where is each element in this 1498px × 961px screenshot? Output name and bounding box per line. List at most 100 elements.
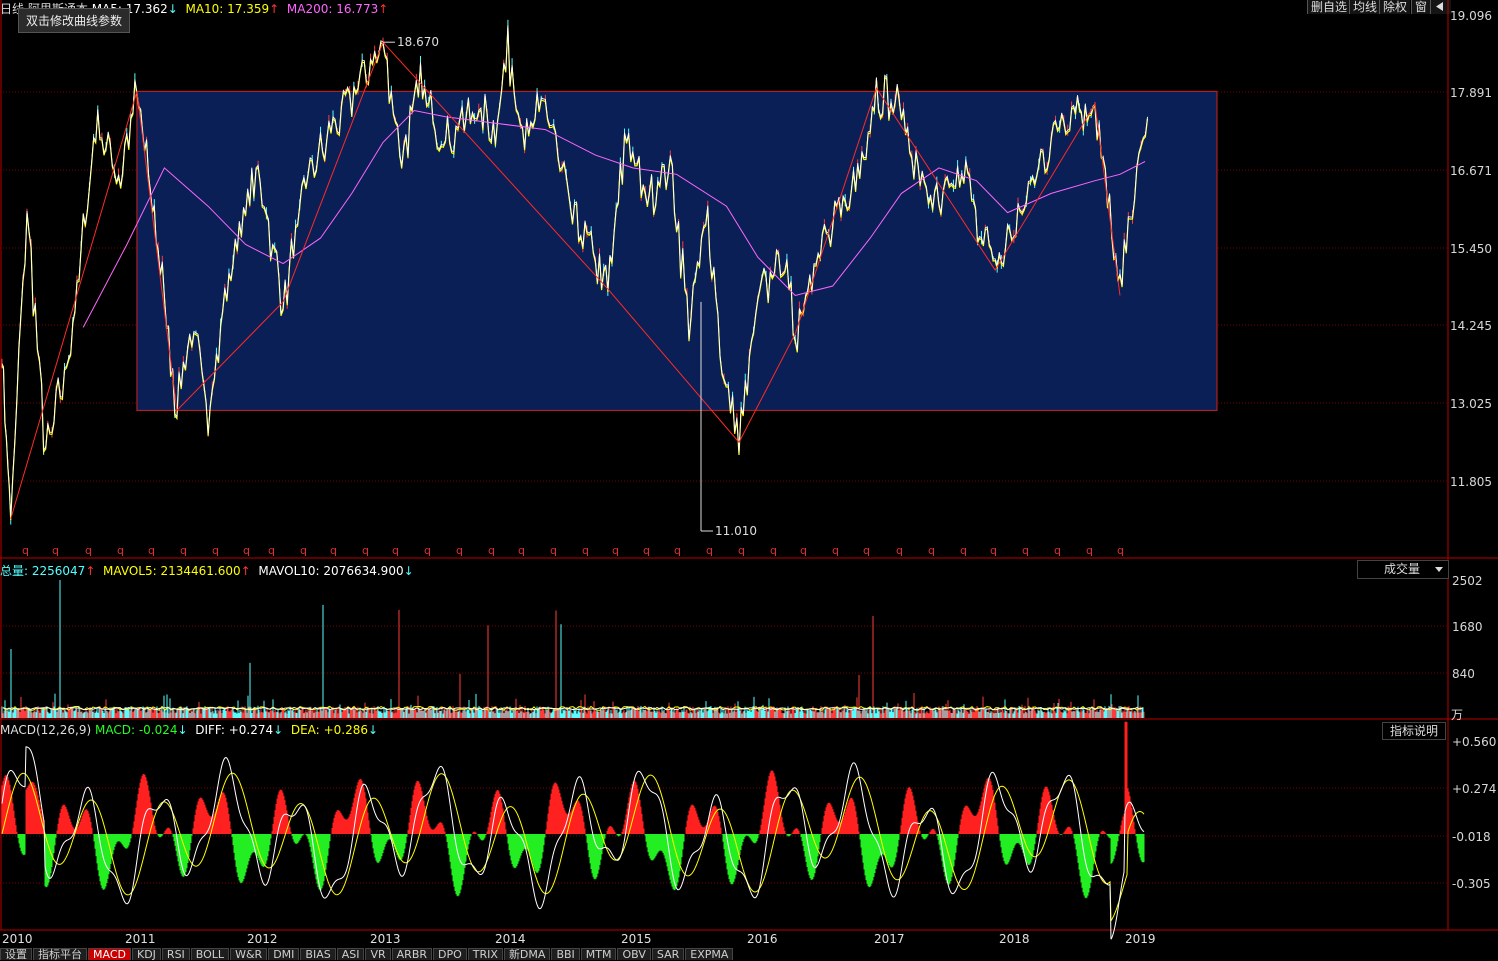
price-header: 日线 阿里斯通本 MA5: 17.362↓ MA10: 17.359↑ MA20… [0,0,388,17]
price-axis-label: 13.025 [1450,397,1492,411]
q-marker: q [85,544,92,557]
diff-value: +0.274 [228,723,274,737]
tab-vr[interactable]: VR [365,948,391,960]
down-arrow-icon: ↓ [403,564,414,578]
year-label: 2010 [2,932,33,946]
macd-value: -0.024 [138,723,178,737]
tab-new-dma[interactable]: 新DMA [503,948,551,960]
price-axis-label: 15.450 [1450,242,1492,256]
q-marker: q [392,544,399,557]
zigzag-line [10,41,1121,520]
tab-bias[interactable]: BIAS [300,948,336,960]
scroll-left-button[interactable] [1430,0,1451,14]
ma200-line [82,109,1146,328]
price-axis-label: 11.805 [1450,475,1492,489]
q-marker: q [738,544,745,557]
tab-dpo[interactable]: DPO [433,948,467,960]
q-marker: q [117,544,124,557]
year-label: 2017 [874,932,905,946]
down-arrow-icon: ↓ [177,723,188,737]
high-label: 18.670 [397,35,439,49]
high-annotation: 18.670 [383,35,439,49]
year-label: 2012 [247,932,278,946]
year-label: 2014 [495,932,526,946]
q-marker: q [928,544,935,557]
q-marker: q [212,544,219,557]
price-range-box [136,90,1218,411]
down-arrow-icon: ↓ [167,2,178,16]
volume-axis-label: 2502 [1452,574,1483,588]
tab-macd[interactable]: MACD [88,948,131,960]
indicator-selector[interactable]: 成交量 [1357,560,1449,579]
price-axis-label: 17.891 [1450,86,1492,100]
tab-settings[interactable]: 设置 [0,948,32,960]
diff-line [1,746,1145,940]
ex-rights-button[interactable]: 除权 [1379,0,1411,14]
q-marker: q [582,544,589,557]
macd-axis-label: +0.274 [1452,782,1497,796]
q-marker: q [243,544,250,557]
year-label: 2015 [621,932,652,946]
volume-header: 总量: 2256047↑ MAVOL5: 2134461.600↑ MAVOL1… [0,562,414,579]
year-label: 2013 [370,932,401,946]
q-marker: q [896,544,903,557]
q-marker: q [330,544,337,557]
mavol10-value: 2076634.900 [323,564,404,578]
q-marker: q [612,544,619,557]
year-label: 2016 [747,932,778,946]
triangle-left-icon [1436,2,1443,11]
tab-expma[interactable]: EXPMA [685,948,734,960]
tab-kdj[interactable]: KDJ [131,948,161,960]
tooltip: 双击修改曲线参数 [18,8,131,33]
tab-sar[interactable]: SAR [651,948,685,960]
q-marker: q [456,544,463,557]
indicator-selector-value: 成交量 [1384,562,1421,576]
tab-mtm[interactable]: MTM [580,948,617,960]
tab-boll[interactable]: BOLL [190,948,230,960]
q-marker: q [960,544,967,557]
tab-obv[interactable]: OBV [617,948,651,960]
dea-label: DEA: [290,723,320,737]
diff-label: DIFF: [195,723,225,737]
macd-axis-label: +0.560 [1452,735,1497,749]
year-label: 2018 [999,932,1030,946]
moving-average-button[interactable]: 均线 [1349,0,1381,14]
tab-asi[interactable]: ASI [336,948,365,960]
tab-arbr[interactable]: ARBR [391,948,433,960]
ma10-value: 17.359 [227,2,270,16]
volume-axis-label: 840 [1452,667,1475,681]
q-marker: q [770,544,777,557]
q-marker: q [268,544,275,557]
down-arrow-icon: ↓ [273,723,284,737]
q-marker: q [22,544,29,557]
tab-trix[interactable]: TRIX [467,948,503,960]
total-volume-value: 2256047 [31,564,86,578]
macd-params: MACD(12,26,9) [0,723,92,737]
tab-bbi[interactable]: BBI [551,948,580,960]
mavol10-line [2,706,1144,711]
ma10-label: MA10: [185,2,224,16]
price-axis-label: 19.096 [1450,9,1492,23]
tab-rsi[interactable]: RSI [161,948,190,960]
up-arrow-icon: ↑ [269,2,280,16]
q-marker: q [800,544,807,557]
indicator-explain-button[interactable]: 指标说明 [1382,722,1446,740]
q-marker: q [362,544,369,557]
up-arrow-icon: ↑ [85,564,96,578]
up-arrow-icon: ↑ [240,564,251,578]
price-axis-label: 14.245 [1450,319,1492,333]
volume-unit: 万 [1451,708,1464,722]
total-volume-label: 总量: [0,564,29,578]
tab-dmi[interactable]: DMI [268,948,300,960]
delete-watchlist-button[interactable]: 删自选 [1307,0,1351,14]
q-marker: q [990,544,997,557]
q-marker: q [1117,544,1124,557]
window-button[interactable]: 窗 [1411,0,1431,14]
tab-indicator-platform[interactable]: 指标平台 [33,948,87,960]
q-marker: q [643,544,650,557]
ma200-value: 16.773 [336,2,379,16]
q-marker: q [52,544,59,557]
tab-wr[interactable]: W&R [230,948,268,960]
ma5-line [1,25,1148,518]
